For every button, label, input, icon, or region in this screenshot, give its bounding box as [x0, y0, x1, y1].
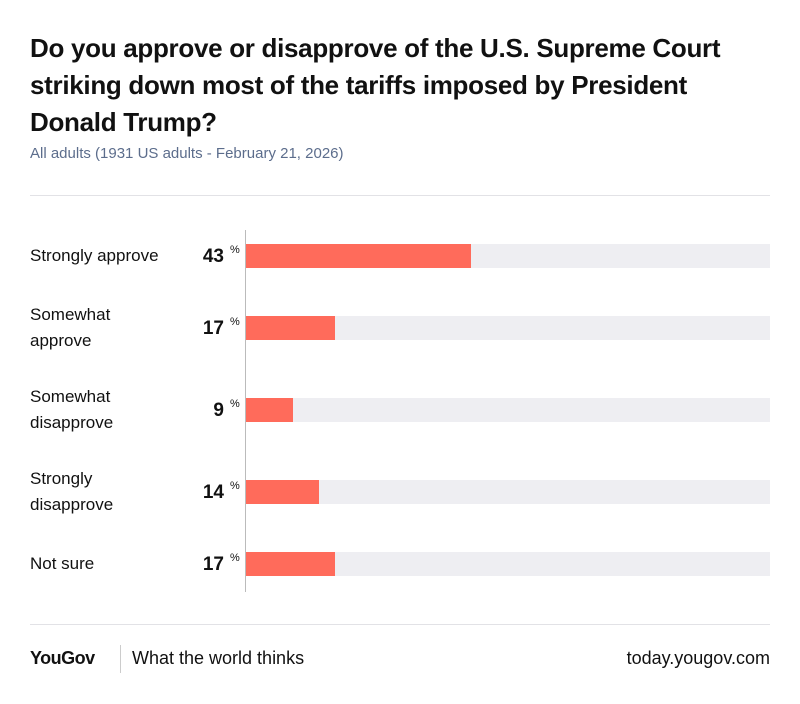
value-unit: % [230, 244, 240, 256]
value-unit: % [230, 316, 240, 328]
value-unit: % [230, 480, 240, 492]
value-label: 17 [202, 554, 224, 575]
bar [246, 244, 472, 268]
bar-track [246, 480, 770, 504]
category-label: Not sure [30, 554, 95, 573]
chart-title: Do you approve or disapprove of the U.S.… [30, 33, 721, 137]
value-label: 14 [202, 482, 224, 503]
brand: YouGov [30, 648, 95, 668]
bar [246, 480, 320, 504]
category-label: Somewhat disapprove [30, 387, 114, 432]
bar-track [246, 398, 770, 422]
tagline: What the world thinks [132, 648, 305, 668]
category-label: Strongly disapprove [30, 469, 114, 514]
divider [30, 195, 770, 196]
bar [246, 398, 294, 422]
value-unit: % [230, 398, 240, 410]
footer-separator [120, 645, 121, 673]
bar [246, 316, 336, 340]
category-label: Strongly approve [30, 246, 159, 265]
chart-subtitle: All adults (1931 US adults - February 21… [30, 145, 344, 162]
bar [246, 552, 336, 576]
value-label: 43 [202, 246, 224, 267]
category-label: Somewhat approve [30, 305, 111, 350]
divider [30, 624, 770, 625]
url: today.yougov.com [626, 648, 770, 668]
value-unit: % [230, 552, 240, 564]
axis-line [245, 230, 246, 592]
value-label: 17 [202, 318, 224, 339]
value-label: 9 [213, 400, 224, 421]
